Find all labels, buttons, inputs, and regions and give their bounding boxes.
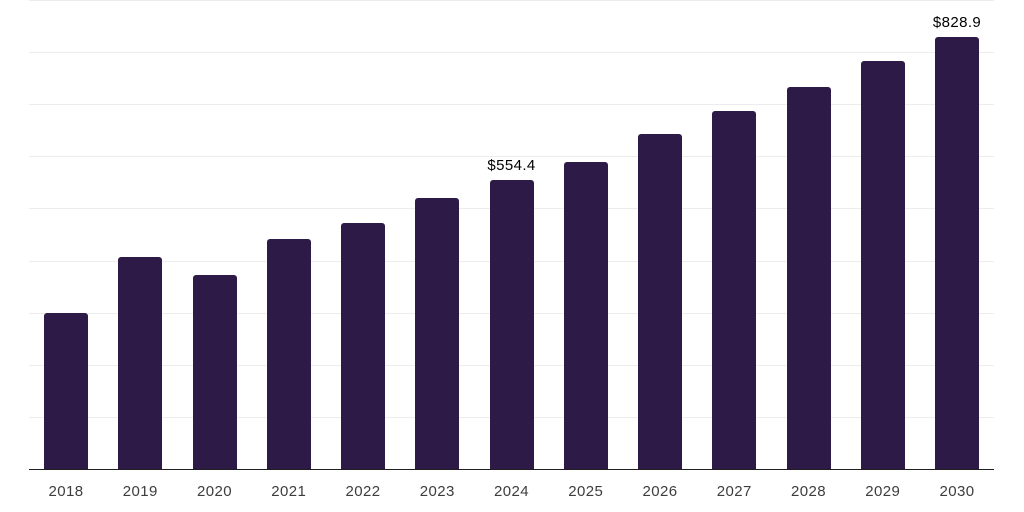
plot-area: 2018 2019 2020 2021 2022 2023 $554.4 2024 2025 20… [29, 0, 994, 500]
x-tick-label-2019: 2019 [122, 483, 158, 500]
bar-2028[interactable] [786, 87, 831, 469]
gridline-600 [29, 156, 994, 158]
bar-2023[interactable] [415, 197, 460, 469]
x-tick-label-2021: 2021 [271, 483, 307, 500]
x-tick-label-2025: 2025 [568, 483, 604, 500]
bar-2025[interactable] [563, 161, 608, 469]
bar-2026[interactable] [638, 134, 682, 469]
bar-2019[interactable] [118, 257, 163, 469]
gridline-700 [29, 104, 994, 106]
bar-2022[interactable] [341, 222, 385, 469]
bar-2020[interactable] [192, 274, 237, 469]
x-tick-label-2022: 2022 [345, 483, 381, 500]
bar-2027[interactable] [712, 111, 757, 469]
gridline-900 [29, 0, 994, 1]
value-label-2030: $828.9 [932, 14, 982, 32]
gridline-800 [29, 52, 994, 54]
bar-2029[interactable] [860, 60, 905, 469]
x-tick-label-2029: 2029 [865, 483, 901, 500]
x-axis-line [29, 469, 994, 470]
bar-2018[interactable] [44, 313, 88, 469]
bar-2024[interactable] [489, 180, 534, 469]
bar-2030[interactable] [935, 37, 979, 469]
value-label-2024: $554.4 [487, 157, 536, 175]
x-tick-label-2018: 2018 [48, 483, 84, 500]
x-tick-label-2023: 2023 [419, 483, 455, 500]
x-tick-label-2026: 2026 [642, 483, 678, 500]
x-tick-label-2030: 2030 [939, 483, 975, 500]
x-tick-label-2020: 2020 [197, 483, 232, 500]
x-tick-label-2024: 2024 [494, 483, 529, 500]
bar-2021[interactable] [266, 238, 311, 469]
x-tick-label-2028: 2028 [791, 483, 826, 500]
x-tick-label-2027: 2027 [716, 483, 752, 500]
